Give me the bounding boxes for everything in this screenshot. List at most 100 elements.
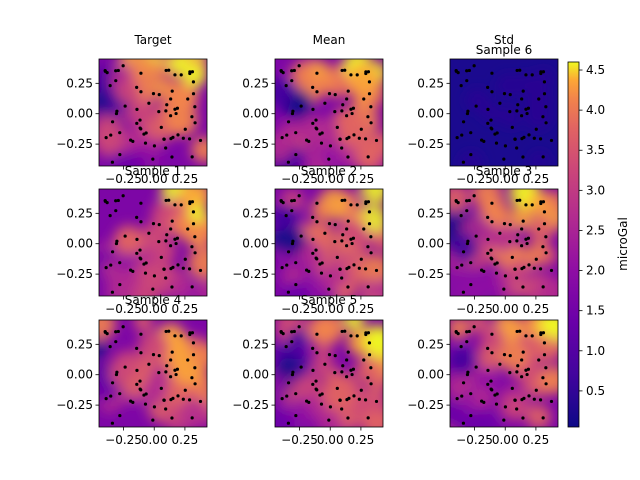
station-point (366, 70, 371, 74)
station-point (292, 198, 296, 203)
station-point (151, 92, 156, 96)
station-point (280, 265, 284, 270)
station-point (165, 233, 169, 237)
station-point (114, 79, 118, 83)
station-point (142, 262, 146, 266)
station-point (508, 240, 512, 244)
station-point (190, 115, 194, 119)
station-point (294, 261, 298, 265)
station-point (311, 368, 315, 372)
station-point (327, 418, 331, 422)
station-point (164, 329, 168, 334)
station-point (369, 105, 373, 109)
station-point (346, 350, 350, 354)
station-point (527, 133, 531, 137)
station-point (139, 351, 143, 355)
panel-blobs (99, 189, 207, 296)
station-point (366, 331, 371, 335)
station-point (544, 366, 548, 370)
station-point (281, 201, 285, 205)
station-point (363, 398, 368, 402)
y-tick-label: 0.25 (66, 76, 93, 90)
station-point (143, 141, 148, 145)
station-point (121, 325, 125, 329)
station-point (297, 325, 301, 329)
station-point (138, 387, 142, 391)
panel-field (450, 59, 558, 166)
panel-title: Sample 1 (125, 164, 181, 178)
station-point (114, 241, 119, 246)
station-point (502, 92, 507, 96)
station-point (366, 416, 370, 420)
station-point (114, 111, 119, 116)
station-point (280, 396, 284, 401)
station-point (503, 144, 508, 148)
station-point (541, 155, 545, 159)
station-point (465, 199, 469, 203)
station-point (510, 255, 514, 259)
station-point (167, 329, 171, 333)
station-point (363, 267, 368, 271)
station-point (343, 198, 347, 202)
station-point (176, 133, 180, 137)
station-point (515, 276, 519, 280)
station-point (290, 69, 294, 73)
x-tick-label: 0.00 (317, 302, 344, 316)
station-point (285, 394, 289, 398)
station-point (281, 332, 285, 336)
y-tick-label: −0.25 (56, 267, 93, 281)
station-point (193, 105, 197, 109)
station-point (314, 118, 318, 122)
station-point (123, 234, 127, 238)
station-point (284, 84, 288, 88)
y-tick-label: 0.00 (417, 107, 444, 121)
station-point (135, 251, 139, 255)
station-point (486, 368, 490, 372)
station-point (489, 248, 493, 252)
station-point (490, 351, 494, 355)
y-tick-label: 0.25 (66, 337, 93, 351)
station-point (516, 103, 520, 107)
station-point (345, 398, 349, 402)
station-point (343, 329, 347, 333)
station-point (549, 399, 554, 404)
station-point (174, 111, 178, 116)
station-point (465, 330, 469, 334)
station-point (328, 405, 333, 409)
station-point (520, 114, 524, 118)
station-point (187, 137, 192, 141)
station-point (345, 267, 349, 271)
station-point (539, 200, 543, 204)
station-point (164, 239, 168, 243)
station-point (190, 376, 194, 380)
station-point (369, 251, 373, 255)
station-point (164, 109, 168, 113)
station-point (508, 110, 512, 114)
x-tick-label: 0.00 (492, 302, 519, 316)
station-point (284, 345, 288, 349)
station-point (489, 379, 493, 383)
station-point (290, 372, 295, 377)
station-point (135, 237, 139, 241)
station-point (191, 353, 196, 357)
station-point (456, 71, 460, 75)
panel-sample-5: 0.250.00−0.25−0.250.00 0.25 (232, 319, 384, 447)
panel-blobs (275, 189, 383, 296)
station-point (105, 332, 109, 336)
station-point (525, 241, 529, 246)
station-point (461, 250, 466, 254)
panel-title: Mean (313, 33, 346, 47)
y-tick-label: 0.00 (66, 368, 93, 382)
station-point (349, 107, 353, 111)
station-point (186, 97, 190, 101)
station-point (538, 137, 543, 141)
station-point (292, 68, 296, 73)
station-point (490, 220, 494, 224)
station-point (315, 332, 319, 336)
station-point (513, 267, 517, 271)
station-point (188, 200, 192, 204)
station-point (157, 371, 161, 375)
colorbar-gradient (567, 61, 580, 428)
panel-field (99, 189, 207, 296)
station-point (508, 371, 512, 375)
